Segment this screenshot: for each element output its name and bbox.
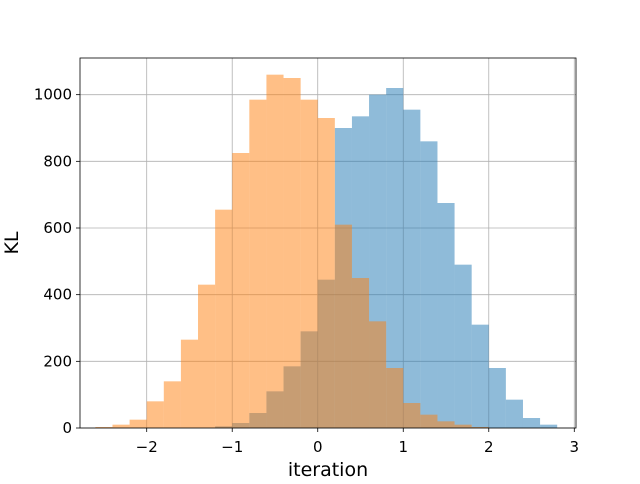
histogram-bar: [454, 424, 472, 428]
y-tick-label: 800: [43, 152, 72, 170]
histogram-bar: [112, 424, 130, 428]
histogram-bar: [180, 339, 199, 428]
histogram-bar: [334, 224, 352, 428]
y-tick-label: 600: [43, 219, 72, 237]
histogram-bar: [369, 321, 387, 428]
histogram-bar: [351, 278, 370, 428]
x-axis-label: iteration: [288, 459, 368, 480]
y-tick-label: 200: [43, 352, 72, 370]
histogram-bar: [283, 78, 301, 428]
histogram-bar: [505, 399, 523, 428]
x-tick-label: 3: [570, 438, 580, 456]
histogram-bar: [437, 203, 455, 428]
histogram-bar: [471, 427, 489, 428]
x-tick-label: 2: [484, 438, 494, 456]
histogram-bar: [317, 118, 335, 428]
histogram-bar: [522, 418, 541, 428]
y-tick-label: 400: [43, 286, 72, 304]
x-tick-label: −2: [136, 438, 158, 456]
histogram-bar: [266, 74, 284, 429]
histogram-bar: [403, 109, 421, 429]
histogram-bar: [437, 421, 455, 428]
series-1-bars: [95, 74, 489, 429]
histogram-bar: [540, 424, 558, 428]
histogram-bar: [420, 414, 438, 428]
y-axis-ticks: 0 200 400 600 800 1000: [34, 86, 80, 437]
histogram-bar: [215, 209, 233, 428]
histogram-bar: [300, 99, 318, 429]
histogram-bar: [471, 324, 489, 428]
y-axis-label: KL: [1, 231, 23, 254]
x-tick-label: −1: [221, 438, 243, 456]
histogram-bar: [129, 419, 147, 428]
x-axis-ticks: −2 −1 0 1 2 3: [136, 428, 579, 456]
histogram-bar: [386, 368, 404, 428]
histogram-bar: [95, 427, 113, 428]
x-tick-label: 1: [398, 438, 408, 456]
histogram-bar: [403, 403, 421, 428]
histogram-bar: [454, 264, 472, 428]
histogram-bar: [488, 368, 506, 428]
x-tick-label: 0: [313, 438, 323, 456]
histogram-bar: [420, 141, 438, 429]
histogram-bar: [232, 153, 250, 428]
histogram-bar: [146, 401, 164, 428]
histogram-bars: [95, 74, 558, 429]
y-tick-label: 1000: [34, 86, 72, 104]
plot-frame: [79, 57, 577, 429]
y-tick-label: 0: [62, 419, 72, 437]
histogram-bar: [249, 99, 267, 429]
histogram-bar: [386, 88, 404, 428]
histogram-bar: [163, 381, 181, 428]
histogram-bar: [198, 284, 216, 428]
